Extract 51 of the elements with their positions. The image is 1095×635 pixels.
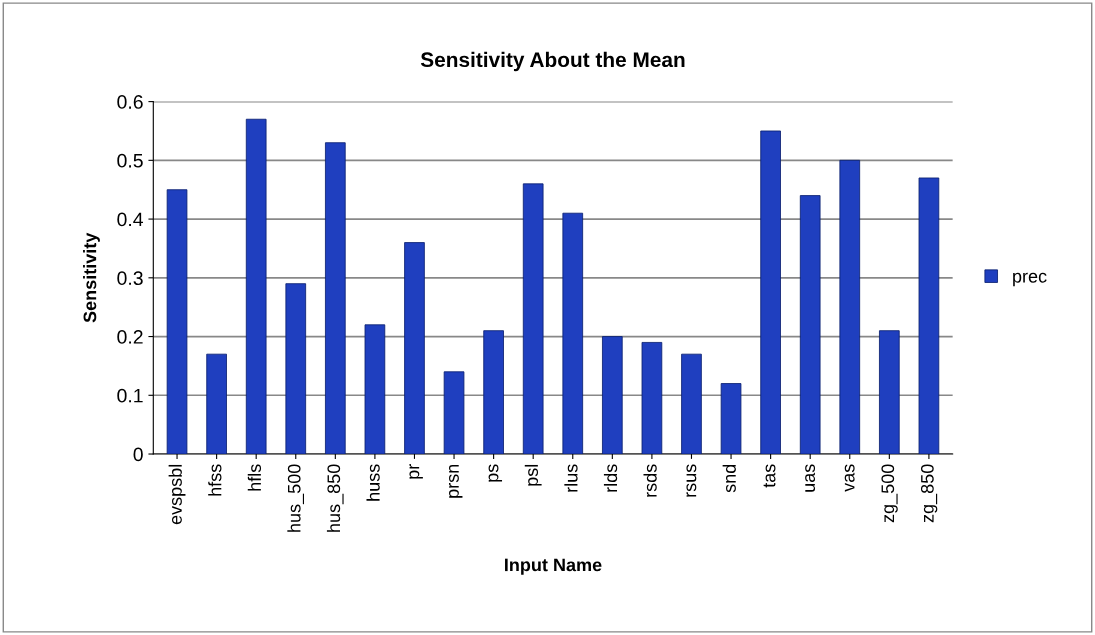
bar bbox=[602, 336, 623, 455]
bar bbox=[245, 118, 267, 455]
x-tick-label: zg_500 bbox=[881, 464, 898, 523]
bar bbox=[522, 183, 544, 455]
x-tick-label: evspsbl bbox=[168, 464, 186, 525]
x-tick-label: pr bbox=[409, 464, 423, 479]
bar bbox=[681, 353, 702, 455]
x-tick-label: rsds bbox=[643, 464, 657, 497]
bar bbox=[839, 159, 861, 455]
y-axis-title: Sensitivity bbox=[83, 232, 100, 323]
bar bbox=[879, 330, 900, 455]
bar bbox=[206, 353, 227, 455]
x-tick-label: uas bbox=[805, 464, 816, 492]
x-tick-label: rlus bbox=[564, 464, 578, 492]
x-tick-label: tas bbox=[763, 464, 776, 488]
bar bbox=[285, 283, 307, 455]
x-tick-label: zg_850 bbox=[920, 464, 938, 523]
x-axis-title: Input Name bbox=[505, 558, 602, 575]
chart-title: Sensitivity About the Mean bbox=[420, 51, 685, 72]
bar bbox=[443, 371, 465, 455]
y-tick-label: 0.5 bbox=[117, 153, 143, 168]
y-tick-label: 0.3 bbox=[117, 271, 143, 286]
y-tick-label: 0.1 bbox=[117, 388, 143, 403]
legend-label: prec bbox=[1013, 272, 1047, 287]
x-tick-label: prsn bbox=[449, 464, 463, 498]
bar bbox=[720, 383, 742, 455]
y-tick-label: 0 bbox=[133, 447, 143, 462]
x-tick-label: hus_850 bbox=[326, 464, 344, 532]
x-tick-label: huss bbox=[366, 464, 380, 501]
x-tick-label: ps bbox=[488, 464, 503, 482]
bar bbox=[918, 177, 940, 455]
x-tick-label: hus_500 bbox=[287, 464, 305, 532]
x-tick-label: vas bbox=[844, 464, 855, 492]
x-tick-label: hfss bbox=[208, 464, 222, 496]
x-tick-label: rlds bbox=[603, 464, 618, 492]
bar bbox=[166, 189, 188, 455]
bar bbox=[325, 142, 346, 455]
bar bbox=[562, 212, 584, 455]
bar bbox=[483, 330, 504, 455]
x-tick-label: snd bbox=[722, 464, 736, 493]
bar bbox=[641, 342, 663, 455]
x-tick-label: rsus bbox=[686, 464, 697, 497]
bar bbox=[404, 242, 425, 455]
bar bbox=[799, 195, 821, 455]
y-tick-label: 0.6 bbox=[117, 95, 143, 109]
bar bbox=[364, 324, 386, 455]
x-tick-label: hfls bbox=[247, 464, 262, 491]
bar bbox=[760, 130, 781, 455]
x-tick-label: psl bbox=[524, 464, 542, 486]
y-tick-label: 0.4 bbox=[117, 212, 144, 227]
y-tick-label: 0.2 bbox=[117, 330, 143, 344]
